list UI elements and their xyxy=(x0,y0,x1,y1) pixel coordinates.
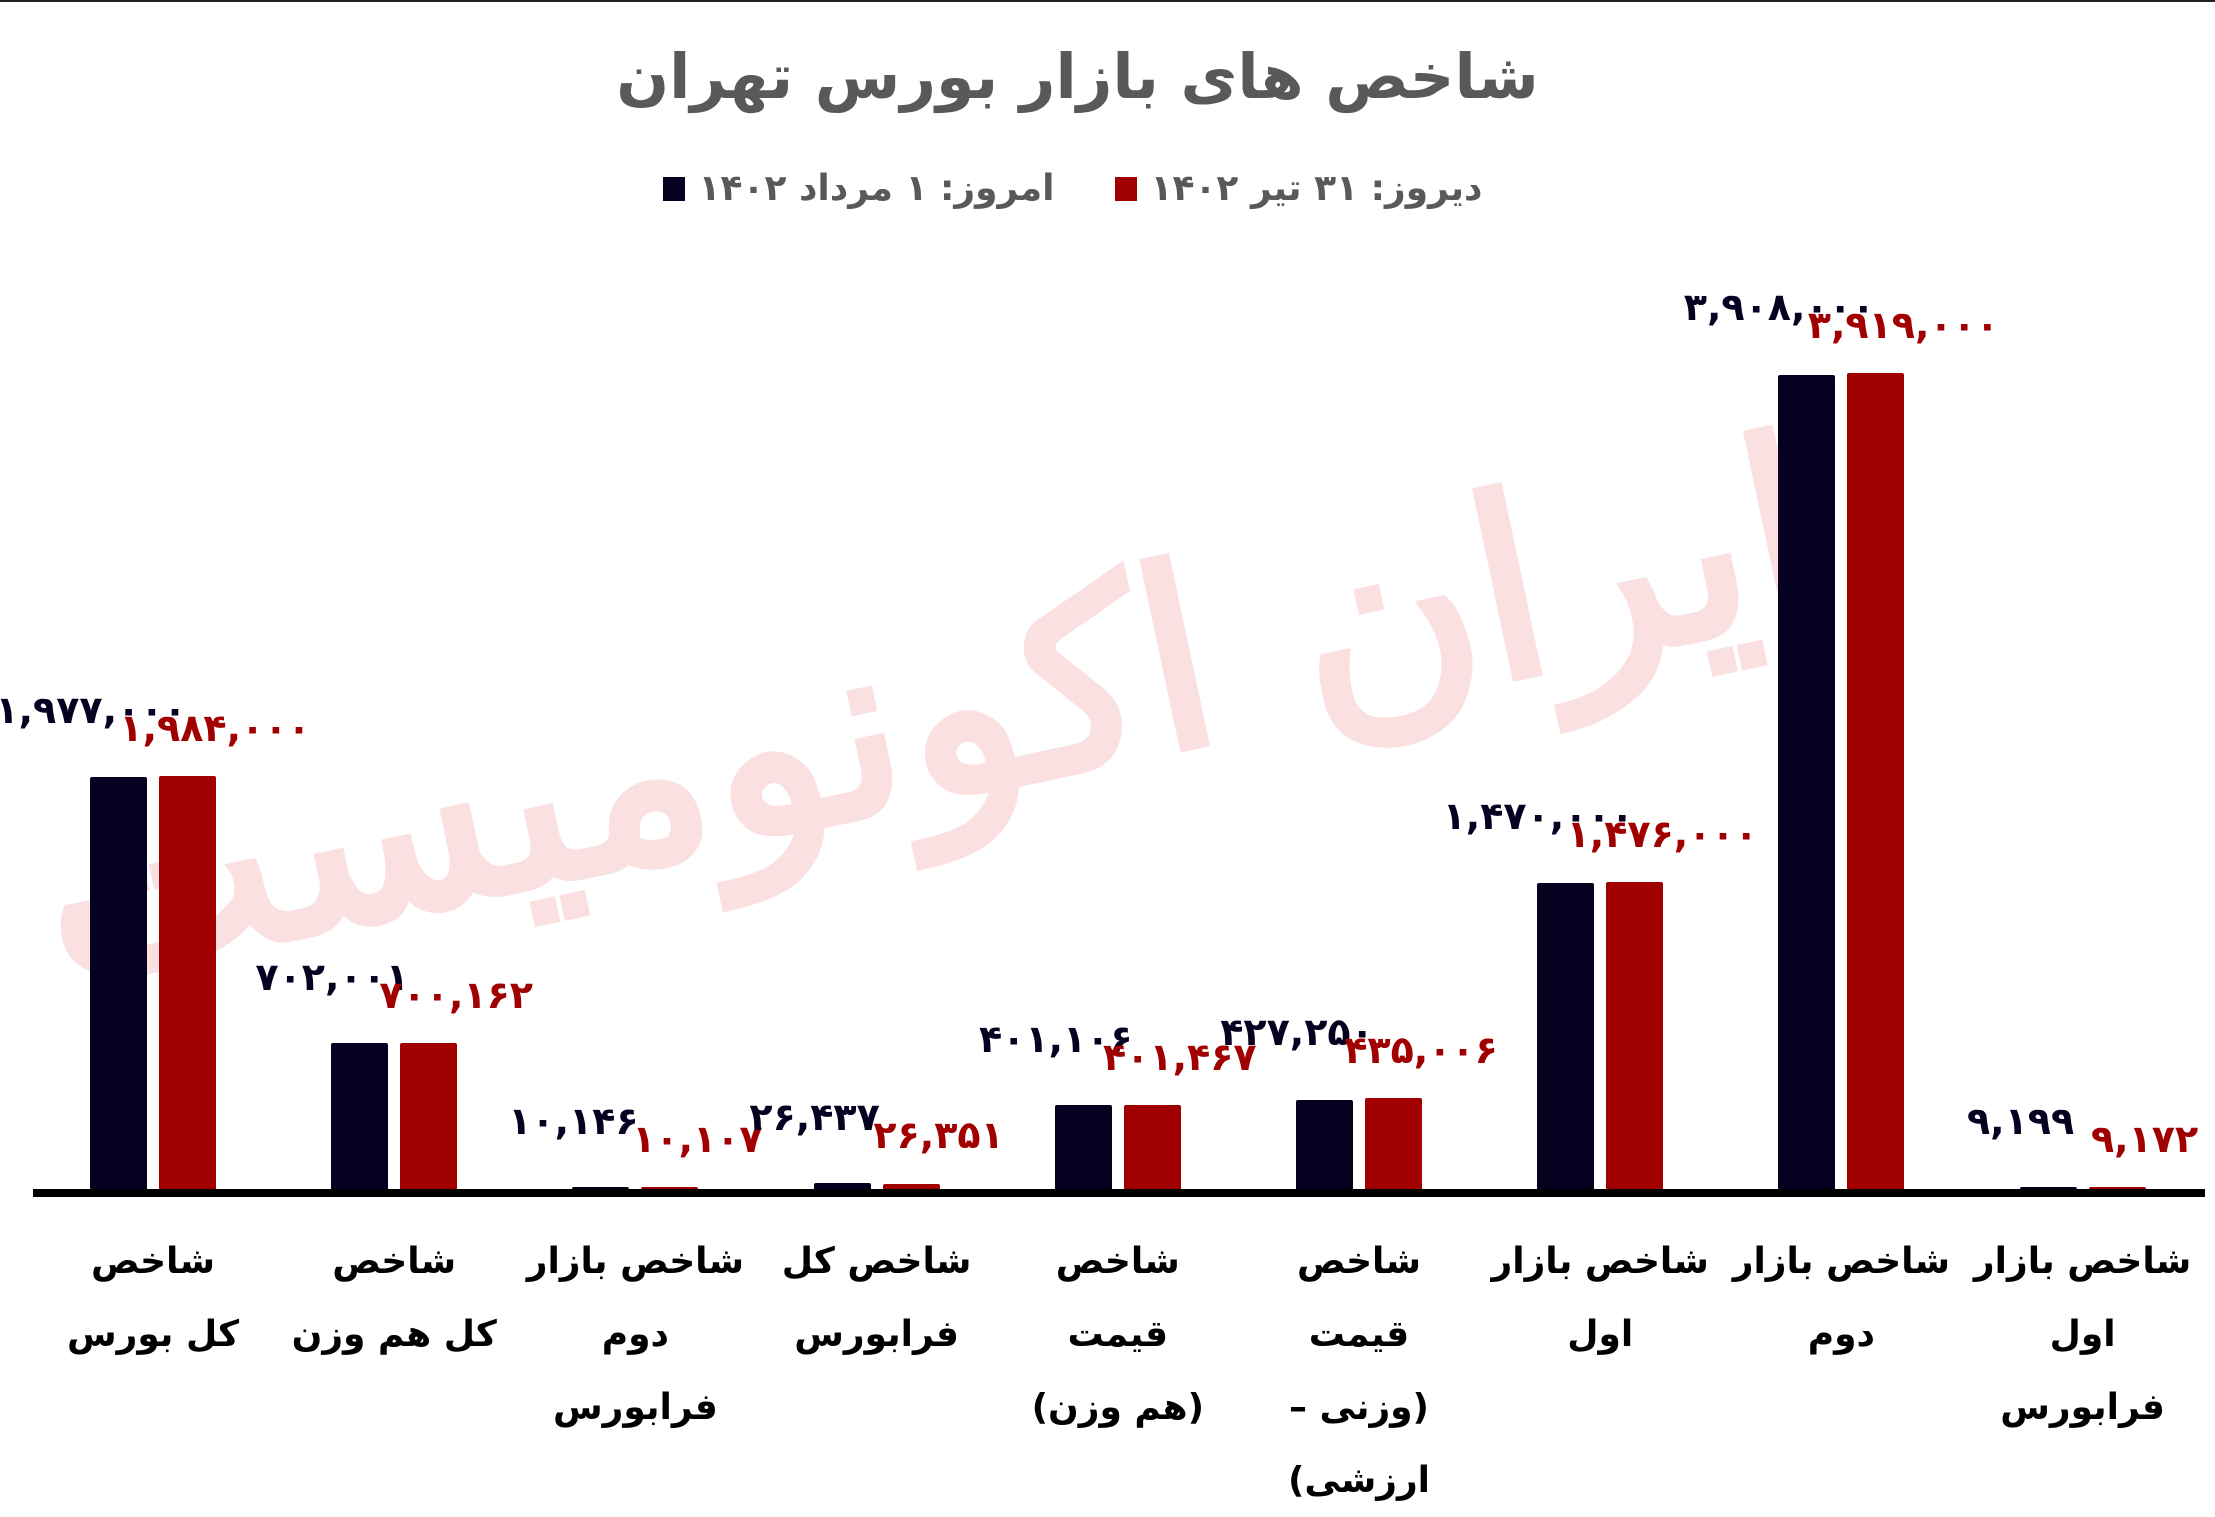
category-label-line: شاخص بازار xyxy=(1732,1241,1951,1282)
category-label-line: شاخص بازار xyxy=(526,1241,745,1282)
category-label-line: شاخص بازار اول xyxy=(1973,1241,2192,1355)
category-label-line: (هم وزن) xyxy=(1031,1387,1205,1428)
category-label: شاخص قیمت (هم وزن) xyxy=(1003,1225,1233,1444)
legend: دیروز: ۳۱ تیر ۱۴۰۲ امروز: ۱ مرداد ۱۴۰۲ xyxy=(0,168,2180,209)
value-label-today: ۲۶,۴۳۷ xyxy=(749,1095,880,1139)
value-label-today: ۱,۹۷۷,۰۰۰ xyxy=(0,688,187,732)
value-label-yesterday: ۱۰,۱۰۷ xyxy=(632,1117,763,1161)
bar-today xyxy=(90,777,147,1189)
value-label-yesterday: ۹,۱۷۲ xyxy=(2090,1117,2199,1161)
bar-yesterday xyxy=(159,776,216,1189)
value-label-yesterday: ۱,۹۸۴,۰۰۰ xyxy=(119,706,311,750)
category-label-line: کل بورس xyxy=(66,1314,240,1355)
x-axis-line xyxy=(33,1189,2205,1197)
category-label: شاخص بازار دوم فرابورس xyxy=(520,1225,750,1444)
bar-today xyxy=(2019,1187,2077,1189)
bar-yesterday xyxy=(1847,373,1905,1189)
bar-yesterday xyxy=(882,1184,940,1189)
category-label: شاخص قیمت (وزنی – ارزشی) xyxy=(1244,1225,1474,1517)
value-label-today: ۷۰۲,۰۰۱ xyxy=(255,955,409,999)
value-label-today: ۴۲۷,۲۵۰ xyxy=(1220,1010,1374,1054)
value-label-yesterday: ۱,۴۷۶,۰۰۰ xyxy=(1566,812,1758,856)
value-label-yesterday: ۳,۹۱۹,۰۰۰ xyxy=(1807,303,2000,347)
category-label-line: شاخص قیمت xyxy=(1055,1241,1180,1355)
bar-today xyxy=(1778,375,1836,1189)
value-label-yesterday: ۷۰۰,۱۶۲ xyxy=(379,973,533,1017)
bar-today xyxy=(331,1043,389,1189)
category-label: شاخص کل بورس xyxy=(38,1225,268,1371)
category-label-line: (وزنی – xyxy=(1288,1387,1430,1428)
legend-label-today: امروز: ۱ مرداد ۱۴۰۲ xyxy=(698,168,1055,209)
legend-item-yesterday: دیروز: ۳۱ تیر ۱۴۰۲ xyxy=(1114,168,1483,209)
value-label-today: ۹,۱۹۹ xyxy=(1966,1099,2075,1143)
bar-yesterday xyxy=(1123,1105,1181,1189)
value-label-today: ۴۰۱,۱۰۶ xyxy=(978,1017,1133,1061)
bar-today xyxy=(572,1187,630,1189)
bar-today xyxy=(1537,883,1595,1189)
value-label-yesterday: ۴۳۵,۰۰۶ xyxy=(1344,1028,1498,1072)
category-label-line: شاخص xyxy=(91,1241,215,1282)
legend-swatch-yesterday-icon xyxy=(1114,176,1137,201)
category-label-line: دوم فرابورس xyxy=(552,1314,718,1428)
category-label: شاخص بازار اول فرابورس xyxy=(1968,1225,2198,1444)
bar-yesterday xyxy=(1606,882,1664,1189)
chart-title: شاخص های بازار بورس تهران xyxy=(616,40,1539,113)
category-label-line: فرابورس xyxy=(794,1314,959,1355)
category-label-line: شاخص بازار اول xyxy=(1491,1241,1709,1355)
category-label-line: کل هم وزن xyxy=(291,1314,497,1355)
bar-today xyxy=(1054,1105,1112,1189)
value-label-today: ۳,۹۰۸,۰۰۰ xyxy=(1683,285,1876,329)
value-label-yesterday: ۴۰۱,۴۶۷ xyxy=(1102,1035,1257,1079)
bar-today xyxy=(1296,1100,1353,1189)
category-label: شاخص کل فرابورس xyxy=(762,1225,992,1371)
legend-swatch-today-icon xyxy=(662,176,685,201)
bar-today xyxy=(813,1183,871,1189)
bar-yesterday xyxy=(641,1187,699,1189)
category-label-line: شاخص xyxy=(332,1241,457,1282)
plot-area: ۱,۹۷۷,۰۰۰ ۱,۹۸۴,۰۰۰ شاخص کل بورس ۷۰۲,۰۰۱ ۷۰۰,… xyxy=(0,285,2205,1501)
legend-label-yesterday: دیروز: ۳۱ تیر ۱۴۰۲ xyxy=(1150,168,1483,209)
category-label-line: شاخص قیمت xyxy=(1297,1241,1421,1355)
value-label-today: ۱۰,۱۴۶ xyxy=(508,1099,639,1143)
category-label-line: ارزشی) xyxy=(1287,1460,1431,1501)
category-label: شاخص بازار اول xyxy=(1485,1225,1715,1371)
legend-item-today: امروز: ۱ مرداد ۱۴۰۲ xyxy=(662,168,1055,209)
bar-yesterday xyxy=(400,1043,458,1189)
bar-yesterday xyxy=(2088,1187,2146,1189)
value-label-yesterday: ۲۶,۳۵۱ xyxy=(873,1113,1004,1157)
value-label-today: ۱,۴۷۰,۰۰۰ xyxy=(1442,794,1634,838)
category-label-line: دوم xyxy=(1807,1314,1876,1355)
top-border xyxy=(0,0,2215,2)
category-label-line: شاخص کل xyxy=(781,1241,972,1282)
bar-yesterday xyxy=(1365,1098,1422,1189)
category-label: شاخص بازار دوم xyxy=(1726,1225,1956,1371)
category-label: شاخص کل هم وزن xyxy=(279,1225,509,1371)
category-label-line: فرابورس xyxy=(2000,1387,2165,1428)
